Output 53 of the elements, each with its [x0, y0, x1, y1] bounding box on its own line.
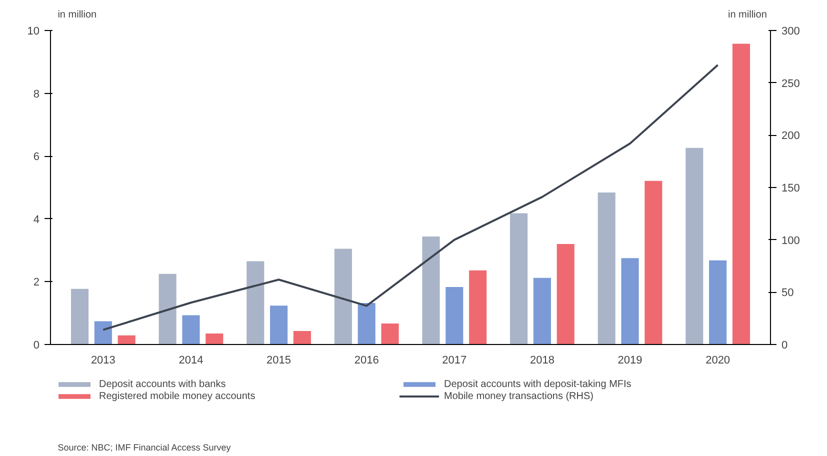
bar [246, 261, 264, 344]
legend-label: Deposit accounts with deposit-taking MFIs [444, 378, 632, 390]
bar [158, 274, 176, 344]
bar [686, 148, 704, 344]
y-tick-label: 8 [33, 88, 40, 100]
bar [644, 180, 662, 344]
y2-tick-label: 100 [782, 234, 800, 247]
y2-tick-label: 300 [782, 26, 800, 38]
bar [446, 287, 464, 344]
x-tick-label: 2013 [90, 354, 116, 366]
y2-tick-label: 150 [782, 182, 800, 194]
legend-label: Registered mobile money accounts [99, 390, 256, 402]
bar [598, 192, 616, 344]
x-tick-label: 2015 [266, 354, 292, 366]
bar [556, 244, 574, 344]
x-tick-label: 2020 [706, 354, 730, 366]
y2-tick-label: 250 [782, 78, 800, 90]
bar [469, 270, 487, 344]
legend-label: Mobile money transactions (RHS) [444, 390, 594, 402]
bar [334, 248, 352, 344]
x-tick-label: 2019 [618, 354, 642, 366]
bar [533, 278, 551, 344]
bar [182, 315, 200, 344]
y-tick-label: 4 [33, 214, 40, 226]
x-tick-label: 2016 [354, 354, 379, 366]
x-tick-label: 2017 [442, 354, 467, 366]
bar [709, 260, 727, 344]
x-tick-label: 2014 [178, 354, 204, 366]
bar [118, 335, 136, 344]
y2-tick-label: 0 [782, 340, 788, 352]
bar [70, 288, 89, 344]
y-axis-title: in million [58, 9, 97, 20]
y2-tick-label: 50 [782, 287, 794, 300]
source-note: Source: NBC; IMF Financial Access Survey [58, 442, 232, 452]
y2-axis-title: in million [728, 9, 767, 20]
y-tick-label: 6 [33, 151, 40, 164]
y-tick-label: 0 [33, 340, 40, 352]
bar [358, 303, 376, 344]
bar [621, 258, 639, 344]
bar [206, 334, 224, 344]
bar [422, 236, 440, 344]
bar [732, 44, 750, 344]
legend-label: Deposit accounts with banks [99, 378, 227, 390]
bar [293, 331, 311, 344]
line-series [102, 64, 719, 331]
y2-tick-label: 200 [782, 130, 800, 142]
bar [510, 213, 528, 344]
bar [381, 323, 399, 344]
bar [270, 306, 288, 344]
y-tick-label: 2 [33, 276, 40, 289]
y-tick-label: 10 [27, 26, 40, 38]
x-tick-label: 2018 [530, 354, 554, 366]
bar [94, 321, 112, 344]
